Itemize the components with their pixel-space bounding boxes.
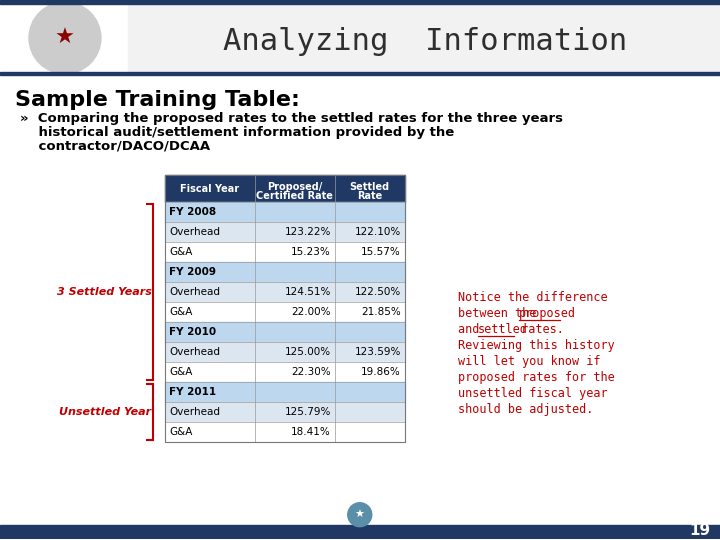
Text: Fiscal Year: Fiscal Year <box>180 184 240 193</box>
Bar <box>335 322 405 342</box>
Bar <box>335 362 405 382</box>
Bar <box>335 222 405 242</box>
Text: 125.79%: 125.79% <box>284 407 330 417</box>
Bar <box>165 402 255 422</box>
Text: will let you know if: will let you know if <box>458 355 600 368</box>
Bar <box>255 282 335 302</box>
Bar <box>165 362 255 382</box>
Bar <box>255 422 335 442</box>
Bar <box>255 362 335 382</box>
Text: 18.41%: 18.41% <box>291 427 330 437</box>
Bar <box>335 202 405 222</box>
Text: Overhead: Overhead <box>169 347 220 357</box>
Text: 19: 19 <box>689 523 710 538</box>
Text: Sample Training Table:: Sample Training Table: <box>15 90 300 110</box>
Bar <box>165 282 255 302</box>
Bar <box>128 4 719 72</box>
Bar <box>165 202 255 222</box>
Text: 22.00%: 22.00% <box>292 307 330 317</box>
Bar <box>255 202 335 222</box>
Text: Reviewing this history: Reviewing this history <box>458 339 614 352</box>
Text: 22.30%: 22.30% <box>291 367 330 377</box>
Text: 19.86%: 19.86% <box>361 367 401 377</box>
Text: Overhead: Overhead <box>169 407 220 417</box>
Bar <box>255 174 335 202</box>
Bar <box>165 382 255 402</box>
Text: proposed rates for the: proposed rates for the <box>458 371 614 384</box>
Text: contractor/DACO/DCAA: contractor/DACO/DCAA <box>20 140 210 153</box>
Bar <box>165 174 405 442</box>
Text: Certified Rate: Certified Rate <box>256 191 333 200</box>
Text: Notice the difference: Notice the difference <box>458 291 607 304</box>
Text: Overhead: Overhead <box>169 227 220 238</box>
Circle shape <box>29 2 101 74</box>
Text: ★: ★ <box>55 28 75 48</box>
Text: G&A: G&A <box>169 307 192 317</box>
Text: FY 2011: FY 2011 <box>169 387 216 397</box>
Circle shape <box>348 503 372 526</box>
Text: Proposed/: Proposed/ <box>267 181 323 192</box>
Bar <box>165 422 255 442</box>
Text: FY 2008: FY 2008 <box>169 207 216 218</box>
Bar <box>255 222 335 242</box>
Bar <box>165 174 255 202</box>
Bar <box>255 382 335 402</box>
Bar <box>255 262 335 282</box>
Bar <box>335 242 405 262</box>
Bar <box>0 525 719 539</box>
Text: 123.22%: 123.22% <box>284 227 330 238</box>
Bar <box>165 322 255 342</box>
Bar <box>255 322 335 342</box>
Bar <box>335 262 405 282</box>
Text: FY 2010: FY 2010 <box>169 327 216 337</box>
Bar <box>335 342 405 362</box>
Text: 125.00%: 125.00% <box>284 347 330 357</box>
Text: should be adjusted.: should be adjusted. <box>458 403 593 416</box>
Bar <box>165 222 255 242</box>
Text: ★: ★ <box>355 510 365 519</box>
Text: between the: between the <box>458 307 543 320</box>
Text: 3 Settled Years: 3 Settled Years <box>58 287 153 298</box>
Text: G&A: G&A <box>169 427 192 437</box>
Bar <box>165 342 255 362</box>
Text: G&A: G&A <box>169 247 192 258</box>
Text: 15.23%: 15.23% <box>291 247 330 258</box>
Bar <box>255 242 335 262</box>
Bar <box>255 402 335 422</box>
Text: 122.10%: 122.10% <box>354 227 401 238</box>
Text: Settled: Settled <box>350 181 390 192</box>
Bar <box>0 72 719 75</box>
Text: »  Comparing the proposed rates to the settled rates for the three years: » Comparing the proposed rates to the se… <box>20 112 563 125</box>
Text: 21.85%: 21.85% <box>361 307 401 317</box>
Bar <box>335 382 405 402</box>
Text: 15.57%: 15.57% <box>361 247 401 258</box>
Text: 122.50%: 122.50% <box>354 287 401 298</box>
Bar <box>165 242 255 262</box>
Bar <box>335 174 405 202</box>
Text: historical audit/settlement information provided by the: historical audit/settlement information … <box>20 126 454 139</box>
Bar <box>255 342 335 362</box>
Text: Analyzing  Information: Analyzing Information <box>222 28 627 56</box>
Text: rates.: rates. <box>514 323 564 336</box>
Bar <box>335 282 405 302</box>
Bar <box>165 302 255 322</box>
Bar <box>165 262 255 282</box>
Text: proposed: proposed <box>519 307 576 320</box>
Text: 124.51%: 124.51% <box>284 287 330 298</box>
Text: Unsettled Year: Unsettled Year <box>59 407 151 417</box>
Text: G&A: G&A <box>169 367 192 377</box>
Text: and: and <box>458 323 486 336</box>
Text: Rate: Rate <box>357 191 382 200</box>
Bar <box>335 422 405 442</box>
Bar <box>335 302 405 322</box>
Text: Overhead: Overhead <box>169 287 220 298</box>
Bar <box>335 402 405 422</box>
Text: 123.59%: 123.59% <box>354 347 401 357</box>
Text: unsettled fiscal year: unsettled fiscal year <box>458 387 607 400</box>
Text: settled: settled <box>478 323 528 336</box>
Bar <box>0 0 719 4</box>
Bar <box>255 302 335 322</box>
Text: FY 2009: FY 2009 <box>169 267 216 278</box>
